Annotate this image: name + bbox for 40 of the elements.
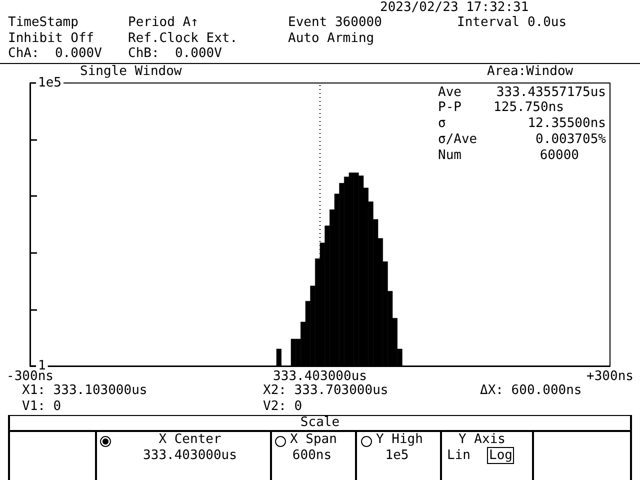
text: 600ns xyxy=(292,448,332,463)
text: Scale xyxy=(300,415,340,430)
text: Area:Window xyxy=(487,64,574,79)
text: Interval 0.0us xyxy=(457,15,567,30)
text: Auto Arming xyxy=(288,31,374,46)
text: Inhibit Off xyxy=(8,31,94,46)
annotation: 125.750ns xyxy=(494,100,564,115)
text: 333.403000us xyxy=(143,448,237,463)
text: ΔX: 600.000ns xyxy=(480,383,582,398)
text: V2: 0 xyxy=(263,399,302,414)
text: V1: 0 xyxy=(22,399,62,414)
y-tick-label: 1 xyxy=(38,358,46,374)
text: ChA: 0.000V xyxy=(8,46,102,61)
text: Ref.Clock Ext. xyxy=(128,31,238,46)
text: X2: 333.703000us xyxy=(263,383,388,398)
text: X Center xyxy=(158,432,222,447)
annotation: σ/Ave xyxy=(438,132,478,147)
annotation: Num xyxy=(438,148,462,163)
x-tick-label: +300ns xyxy=(586,369,634,384)
annotation: σ xyxy=(438,116,446,131)
text: Lin xyxy=(447,448,470,463)
text: Period A↑ xyxy=(128,15,198,30)
annotation: 0.003705% xyxy=(536,132,606,147)
annotation: 60000 xyxy=(540,148,579,163)
text: X1: 333.103000us xyxy=(22,383,148,398)
text: Event 360000 xyxy=(288,15,382,30)
text: X Span xyxy=(290,432,337,447)
text: 1e5 xyxy=(385,448,409,463)
text: Log xyxy=(487,447,514,464)
annotation: 12.35500ns xyxy=(528,116,606,131)
annotation: Ave xyxy=(438,85,462,100)
text: Y High xyxy=(376,432,423,447)
annotation: 333.43557175us xyxy=(496,85,606,100)
ref-line-label: 333.403000us xyxy=(273,369,367,384)
text: Y Axis xyxy=(458,432,506,447)
text: ChB: 0.000V xyxy=(128,46,222,61)
text: Single Window xyxy=(80,64,182,79)
text: 2023/02/23 17:32:31 xyxy=(380,0,529,15)
text: TimeStamp xyxy=(8,15,78,30)
annotation: P-P xyxy=(438,100,462,115)
